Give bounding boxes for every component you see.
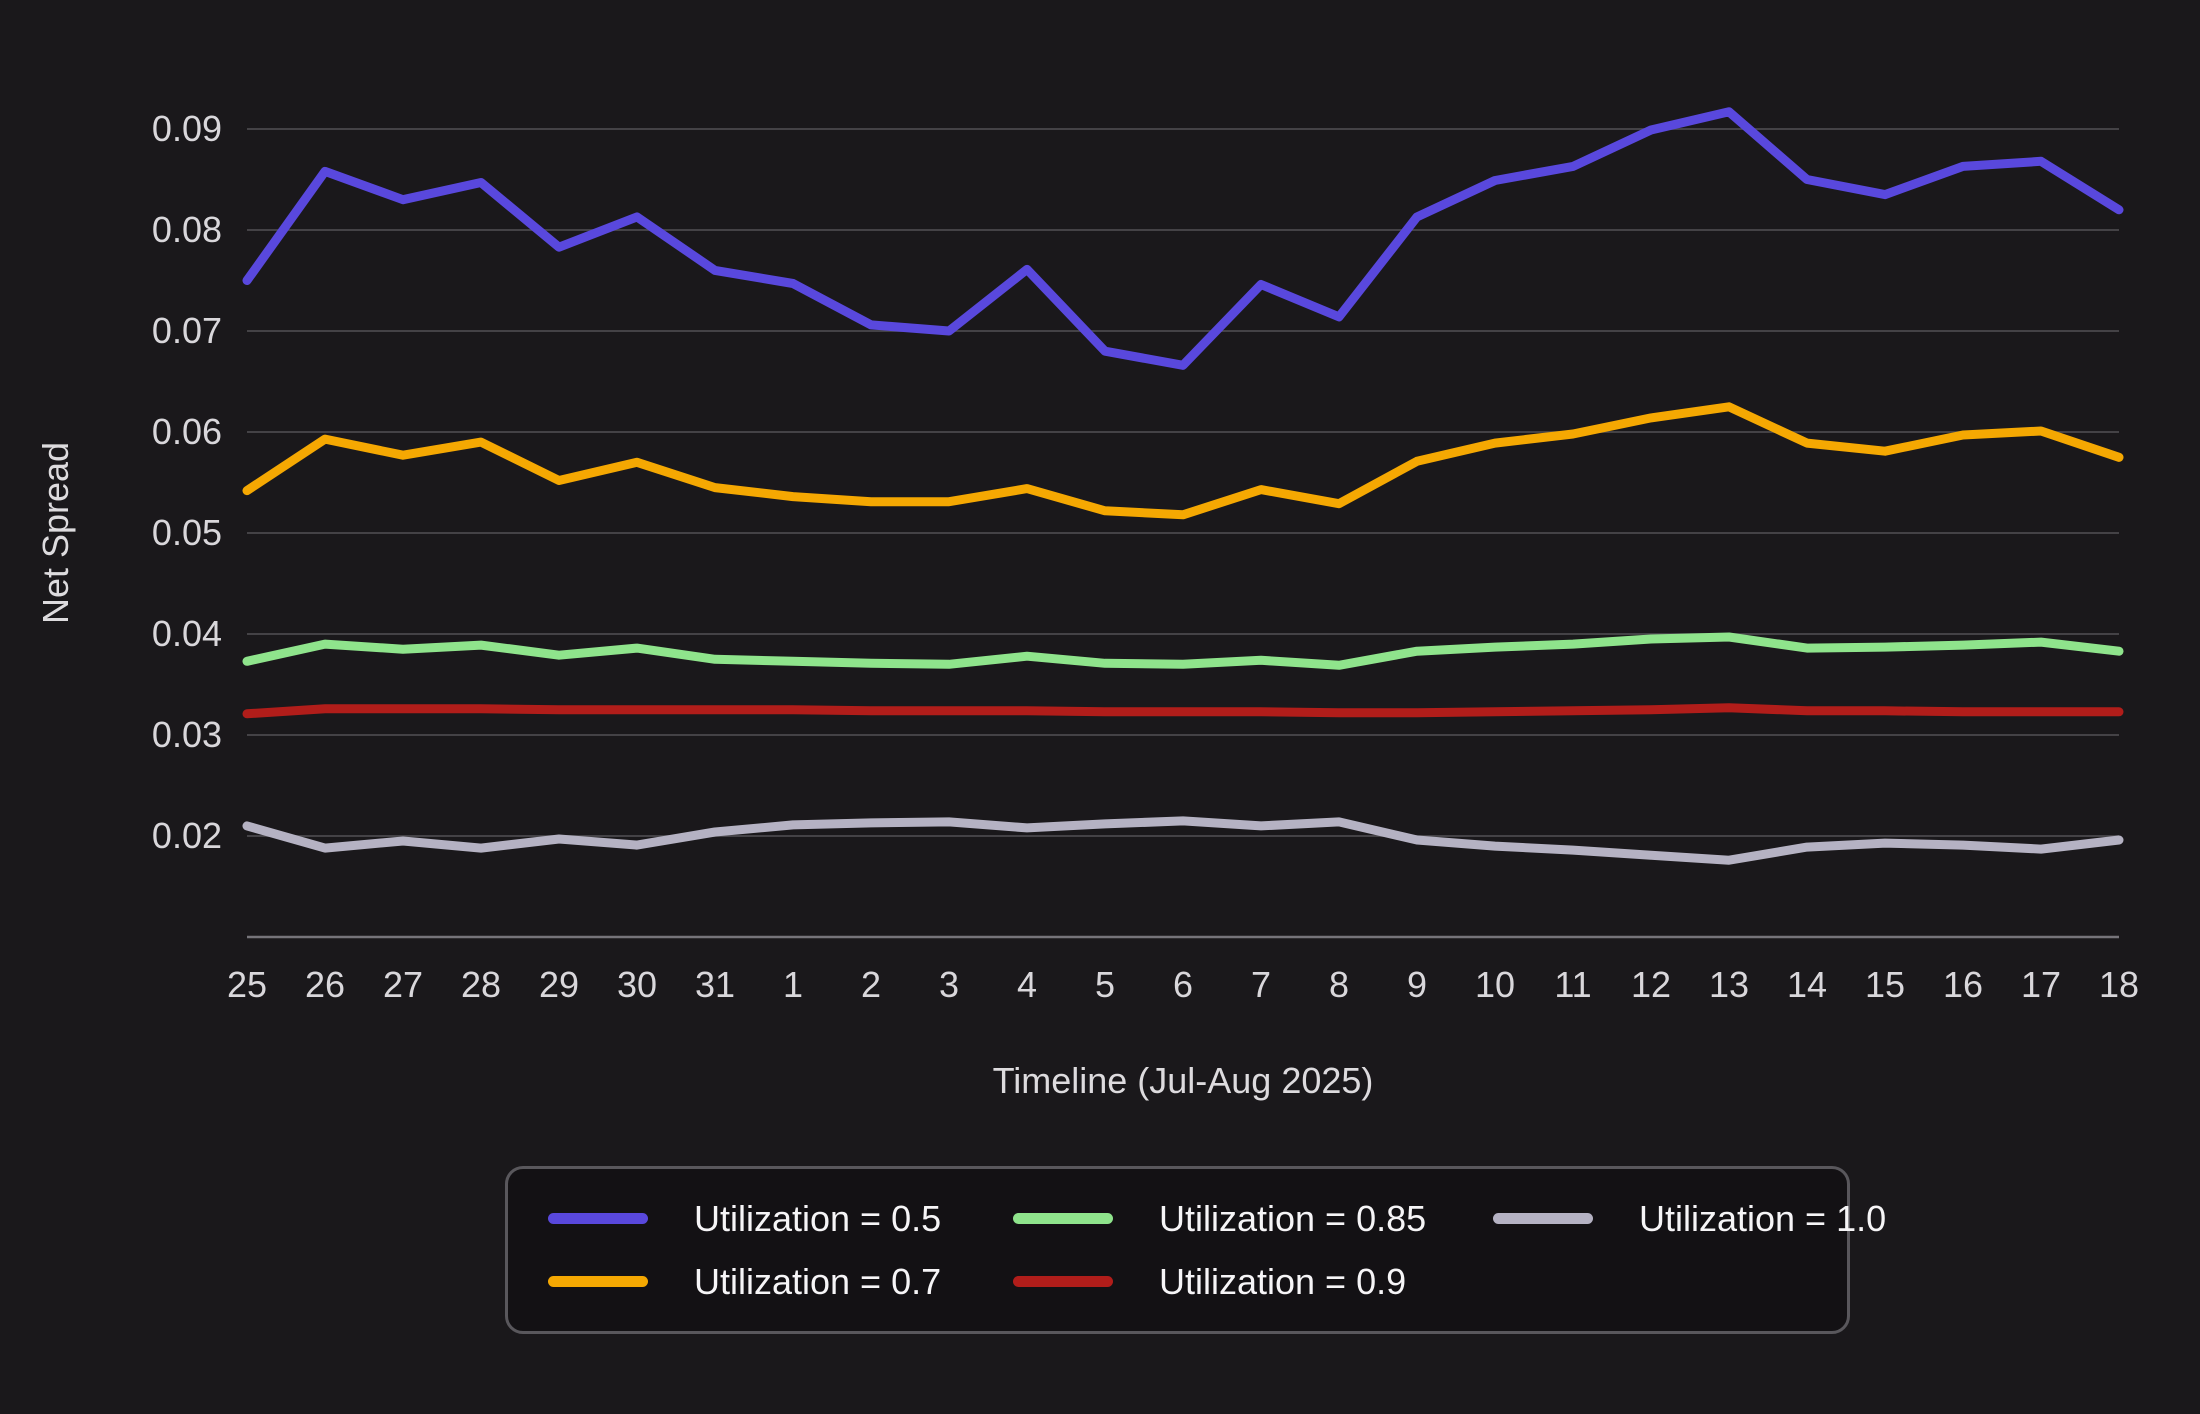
x-tick-label: 14 [1787,964,1827,1005]
x-tick-label: 4 [1017,964,1037,1005]
x-tick-label: 31 [695,964,735,1005]
series-line-utilization-0.9 [242,703,2124,719]
legend-swatch [1013,1213,1113,1224]
x-tick-label: 9 [1407,964,1427,1005]
legend-item: Utilization = 0.5 [548,1198,1013,1240]
x-tick-label: 12 [1631,964,1671,1005]
legend-item: Utilization = 0.85 [1013,1198,1493,1240]
x-tick-label: 26 [305,964,345,1005]
legend-label: Utilization = 0.7 [694,1260,942,1302]
x-tick-label: 16 [1943,964,1983,1005]
x-axis-tick-labels: 25 26 27 28 29 30 31 1 2 3 4 5 6 7 8 9 10 11 12 13 14 15 16 17 1… [227,964,2139,1005]
x-tick-label: 18 [2099,964,2139,1005]
x-tick-label: 3 [939,964,959,1005]
y-tick-label: 0.04 [152,613,222,654]
series-lines [242,107,2124,865]
legend-swatch [548,1276,648,1287]
x-tick-label: 1 [783,964,803,1005]
series-line-utilization-0.5 [242,107,2124,370]
legend: Utilization = 0.5 Utilization = 0.7 Utiliz… [505,1166,1886,1334]
y-tick-label: 0.09 [152,108,222,149]
y-tick-label: 0.07 [152,310,222,351]
y-axis-title: Net Spread [35,442,76,624]
legend-label: Utilization = 0.85 [1159,1197,1427,1239]
x-tick-label: 15 [1865,964,1905,1005]
x-tick-label: 6 [1173,964,1193,1005]
x-tick-label: 2 [861,964,881,1005]
x-tick-label: 28 [461,964,501,1005]
gridlines [247,128,2119,837]
y-tick-label: 0.02 [152,815,222,856]
y-tick-label: 0.08 [152,209,222,250]
legend-swatch [1013,1276,1113,1287]
series-line-utilization-1.0 [242,816,2124,865]
legend-item: Utilization = 0.9 [1013,1261,1493,1303]
x-tick-label: 5 [1095,964,1115,1005]
x-tick-label: 25 [227,964,267,1005]
x-tick-label: 27 [383,964,423,1005]
legend-item: Utilization = 0.7 [548,1261,1013,1303]
x-tick-label: 11 [1554,964,1591,1005]
y-tick-label: 0.05 [152,512,222,553]
legend-swatch [1493,1213,1593,1224]
legend-label: Utilization = 0.9 [1159,1260,1407,1302]
legend-label: Utilization = 1.0 [1639,1197,1887,1239]
x-tick-label: 7 [1251,964,1271,1005]
x-tick-label: 13 [1709,964,1749,1005]
x-tick-label: 30 [617,964,657,1005]
x-tick-label: 29 [539,964,579,1005]
x-tick-label: 17 [2021,964,2061,1005]
series-line-utilization-0.85 [242,632,2124,670]
y-tick-label: 0.03 [152,714,222,755]
x-tick-label: 8 [1329,964,1349,1005]
legend-swatch [548,1213,648,1224]
y-tick-label: 0.06 [152,411,222,452]
legend-label: Utilization = 0.5 [694,1197,942,1239]
legend-item: Utilization = 1.0 [1493,1198,1886,1240]
series-line-utilization-0.7 [242,402,2124,520]
x-tick-label: 10 [1475,964,1515,1005]
y-axis-tick-labels: 0.09 0.08 0.07 0.06 0.05 0.04 0.03 0.02 [152,108,222,856]
x-axis-title: Timeline (Jul-Aug 2025) [993,1060,1374,1101]
